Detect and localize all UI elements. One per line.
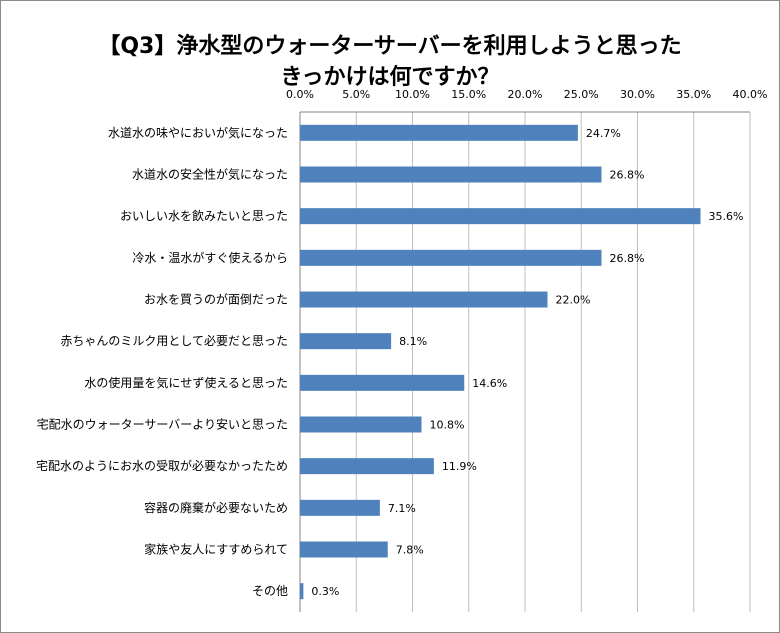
data-label: 14.6% xyxy=(472,377,507,390)
bar xyxy=(300,333,392,350)
category-label: 容器の廃棄が必要ないため xyxy=(144,500,288,515)
bar xyxy=(300,583,304,600)
bar xyxy=(300,458,434,475)
data-label: 11.9% xyxy=(442,460,477,473)
data-label: 26.8% xyxy=(610,252,645,265)
bar xyxy=(300,499,380,516)
x-tick-label: 30.0% xyxy=(620,88,655,101)
bar xyxy=(300,541,388,558)
bar xyxy=(300,416,422,433)
category-label: 水道水の安全性が気になった xyxy=(132,167,288,182)
category-label: 宅配水のようにお水の受取が必要なかったため xyxy=(36,458,288,473)
x-tick-label: 10.0% xyxy=(395,88,430,101)
data-label: 7.8% xyxy=(396,544,424,557)
data-label: 8.1% xyxy=(399,335,427,348)
data-label: 7.1% xyxy=(388,502,416,515)
category-label: お水を買うのが面倒だった xyxy=(144,292,288,307)
bar xyxy=(300,249,602,266)
data-label: 22.0% xyxy=(556,294,591,307)
bar xyxy=(300,208,701,225)
category-label: 水道水の味やにおいが気になった xyxy=(108,125,288,140)
data-label: 0.3% xyxy=(311,585,339,598)
chart-title-line-2: きっかけは何ですか？ xyxy=(280,64,499,90)
x-tick-label: 25.0% xyxy=(564,88,599,101)
x-tick-label: 20.0% xyxy=(508,88,543,101)
chart-title-line-1: 【Q3】浄水型のウォーターサーバーを利用しようと思った xyxy=(98,33,681,59)
x-tick-label: 35.0% xyxy=(676,88,711,101)
bar xyxy=(300,166,602,183)
bar xyxy=(300,124,578,141)
data-label: 10.8% xyxy=(430,419,465,432)
x-tick-label: 15.0% xyxy=(451,88,486,101)
category-label: 宅配水のウォーターサーバーより安いと思った xyxy=(37,417,288,432)
category-label: 家族や友人にすすめられて xyxy=(144,542,288,557)
category-label: 赤ちゃんのミルク用として必要だと思った xyxy=(60,334,288,348)
data-label: 26.8% xyxy=(610,169,645,182)
x-tick-label: 0.0% xyxy=(286,88,314,101)
category-label: その他 xyxy=(252,584,288,598)
x-tick-label: 5.0% xyxy=(342,88,370,101)
category-label: 冷水・温水がすぐ使えるから xyxy=(132,250,288,265)
x-tick-label: 40.0% xyxy=(733,88,768,101)
category-label: おいしい水を飲みたいと思った xyxy=(120,208,288,223)
bar xyxy=(300,374,465,391)
data-label: 24.7% xyxy=(586,127,621,140)
bar xyxy=(300,291,548,308)
data-label: 35.6% xyxy=(709,210,744,223)
category-label: 水の使用量を気にせず使えると思った xyxy=(84,375,288,390)
